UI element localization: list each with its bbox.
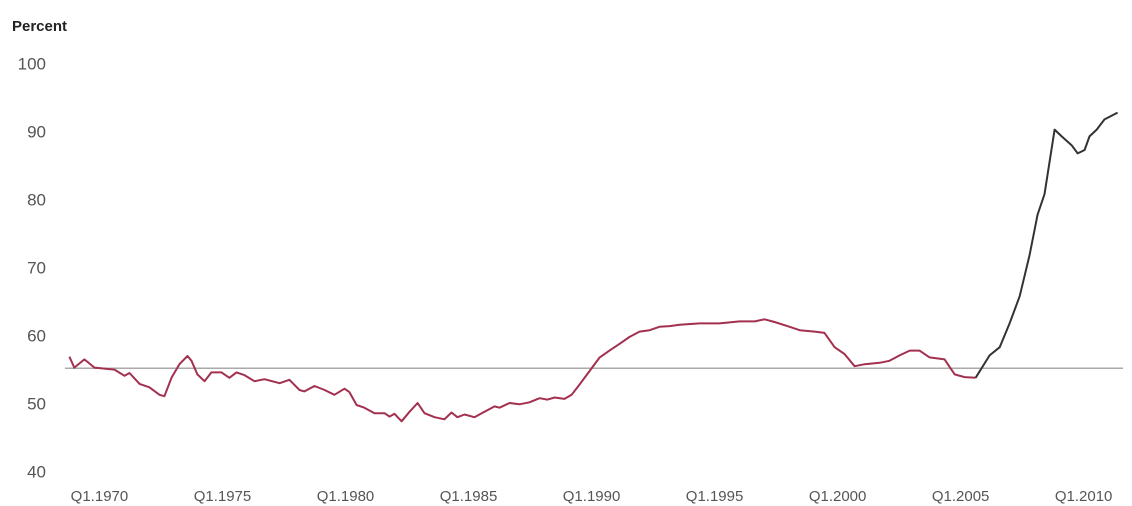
y-tick-label: 60 bbox=[27, 326, 46, 345]
y-tick-label: 50 bbox=[27, 394, 46, 413]
x-tick-label: Q1.2000 bbox=[809, 488, 867, 505]
y-tick-label: 100 bbox=[18, 54, 46, 73]
y-tick-label: 80 bbox=[27, 190, 46, 209]
y-tick-label: 70 bbox=[27, 258, 46, 277]
y-tick-label: 40 bbox=[27, 462, 46, 481]
x-tick-label: Q1.2005 bbox=[932, 488, 990, 505]
series-line bbox=[68, 318, 976, 423]
x-tick-label: Q1.1990 bbox=[563, 488, 621, 505]
y-tick-label: 90 bbox=[27, 122, 46, 141]
x-tick-label: Q1.2010 bbox=[1055, 488, 1113, 505]
x-tick-label: Q1.1980 bbox=[317, 488, 375, 505]
x-tick-label: Q1.1985 bbox=[440, 488, 498, 505]
x-tick-label: Q1.1995 bbox=[686, 488, 744, 505]
y-axis-label: Percent bbox=[12, 18, 67, 35]
series-line bbox=[974, 111, 1119, 379]
x-tick-label: Q1.1970 bbox=[71, 488, 129, 505]
x-tick-label: Q1.1975 bbox=[194, 488, 252, 505]
